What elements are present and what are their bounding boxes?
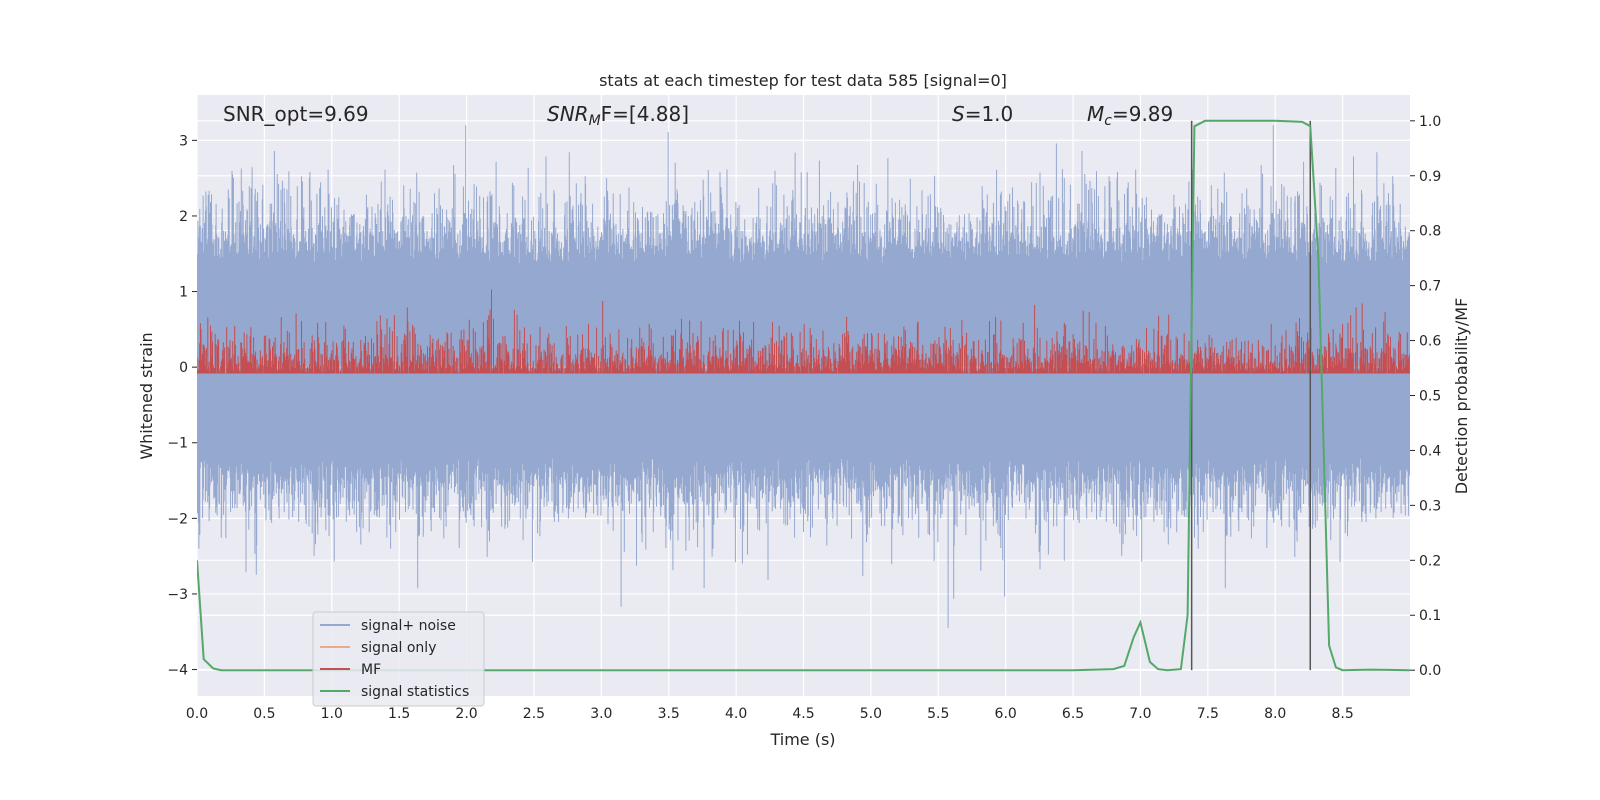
mc-base: M xyxy=(1087,102,1104,126)
x-tick-label: 4.0 xyxy=(725,706,747,722)
x-tick-label: 0.5 xyxy=(253,706,275,722)
x-tick-label: 2.0 xyxy=(455,706,477,722)
y-left-tick-label: 2 xyxy=(179,209,188,225)
mc-sub: c xyxy=(1104,113,1112,129)
y-right-tick-label: 0.6 xyxy=(1419,334,1441,350)
y-left-tick-label: 0 xyxy=(179,360,188,376)
x-tick-label: 5.5 xyxy=(927,706,949,722)
vertical-markers xyxy=(1190,120,1312,671)
y-left-tick-label: −1 xyxy=(167,436,188,452)
legend: signal+ noise signal only MF signal stat… xyxy=(312,611,485,707)
x-tick-label: 8.5 xyxy=(1331,706,1353,722)
mc-rest: =9.89 xyxy=(1112,102,1173,126)
y-right-tick-label: 0.9 xyxy=(1419,169,1441,185)
annotation-snr-opt: SNR_opt=9.69 xyxy=(223,102,369,126)
y-right-tick-label: 0.7 xyxy=(1419,279,1441,295)
series-mf xyxy=(197,289,1410,374)
y-axis-left-ticks: 3 2 1 0 −1 −2 −3 −4 xyxy=(167,133,197,679)
annotation-snr-mf: SNRMF=[4.88] xyxy=(547,102,689,129)
y-right-tick-label: 0.8 xyxy=(1419,224,1441,240)
chart-title: stats at each timestep for test data 585… xyxy=(599,71,1007,90)
x-tick-label: 1.5 xyxy=(388,706,410,722)
y-axis-right-ticks: 1.0 0.9 0.8 0.7 0.6 0.5 0.4 0.3 0.2 0.1 0.0 xyxy=(1410,114,1441,679)
y-right-tick-label: 0.1 xyxy=(1419,608,1441,624)
x-tick-label: 6.5 xyxy=(1062,706,1084,722)
legend-label-signal-statistics: signal statistics xyxy=(361,684,469,700)
y-right-tick-label: 0.0 xyxy=(1419,663,1441,679)
y-axis-left-label: Whitened strain xyxy=(137,332,156,459)
legend-box xyxy=(312,611,485,707)
s-base: S xyxy=(952,102,965,126)
y-right-tick-label: 0.4 xyxy=(1419,443,1441,459)
x-tick-label: 5.0 xyxy=(860,706,882,722)
y-right-tick-label: 0.3 xyxy=(1419,498,1441,514)
x-tick-label: 2.5 xyxy=(523,706,545,722)
x-tick-label: 3.0 xyxy=(590,706,612,722)
y-right-tick-label: 0.2 xyxy=(1419,553,1441,569)
x-tick-label: 3.5 xyxy=(658,706,680,722)
y-axis-right-label: Detection probability/MF xyxy=(1452,298,1471,495)
x-tick-label: 1.0 xyxy=(321,706,343,722)
x-tick-label: 8.0 xyxy=(1264,706,1286,722)
y-right-tick-label: 0.5 xyxy=(1419,389,1441,405)
y-left-tick-label: −4 xyxy=(167,663,188,679)
y-left-tick-label: −2 xyxy=(167,511,188,527)
s-rest: =1.0 xyxy=(965,102,1014,126)
annotation-mc: Mc=9.89 xyxy=(1087,102,1173,129)
y-left-tick-label: 1 xyxy=(179,285,188,301)
legend-label-mf: MF xyxy=(361,662,381,678)
y-right-tick-label: 1.0 xyxy=(1419,114,1441,130)
x-tick-label: 6.0 xyxy=(995,706,1017,722)
snr-mf-rest: F=[4.88] xyxy=(601,102,689,126)
legend-label-signal-only: signal only xyxy=(361,640,436,656)
legend-label-signal-noise: signal+ noise xyxy=(361,618,456,634)
x-axis-label: Time (s) xyxy=(769,730,835,749)
x-tick-label: 0.0 xyxy=(186,706,208,722)
x-tick-label: 4.5 xyxy=(792,706,814,722)
y-left-tick-label: 3 xyxy=(179,133,188,149)
x-tick-label: 7.0 xyxy=(1129,706,1151,722)
x-axis-ticks: 0.0 0.5 1.0 1.5 2.0 2.5 3.0 3.5 4.0 4.5 5.0 5.5 6.0 6… xyxy=(186,706,1354,722)
x-tick-label: 7.5 xyxy=(1197,706,1219,722)
snr-mf-base: SNR xyxy=(547,102,589,126)
y-left-tick-label: −3 xyxy=(167,587,188,603)
annotation-s: S=1.0 xyxy=(952,102,1013,126)
snr-mf-sub: M xyxy=(589,113,601,129)
